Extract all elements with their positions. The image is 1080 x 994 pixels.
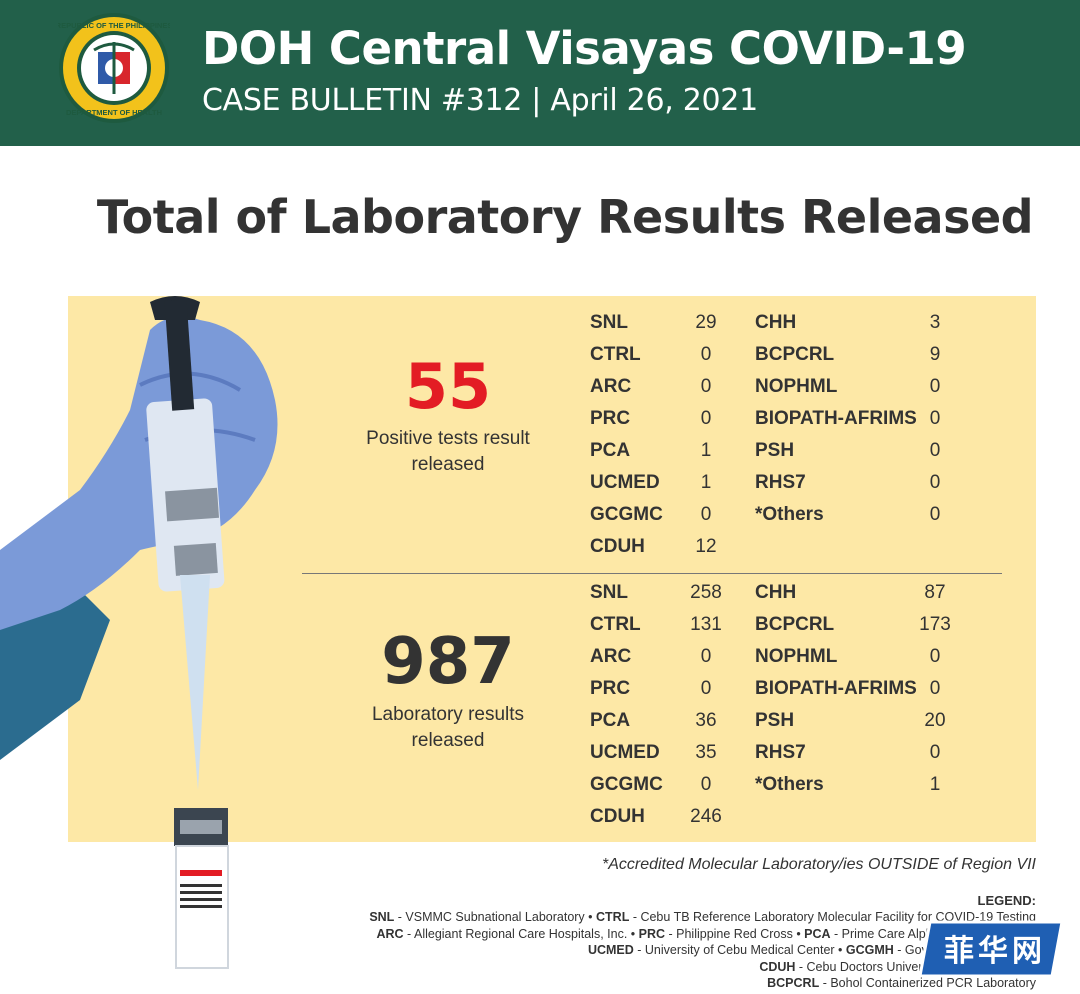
- positive-right-lab-name: RHS7: [755, 472, 806, 493]
- laboratory-right-lab-value: 0: [929, 678, 941, 699]
- laboratory-caption-line2: released: [411, 730, 485, 751]
- positive-left-lab-value: 0: [700, 504, 712, 525]
- laboratory-right-lab-value: 87: [924, 582, 946, 603]
- positive-left-lab-value: 29: [695, 312, 717, 333]
- positive-right-lab-name: NOPHML: [755, 376, 838, 397]
- laboratory-caption-line1: Laboratory results: [371, 704, 525, 725]
- positive-left-lab-name: UCMED: [590, 472, 660, 493]
- glove-shape: [0, 316, 278, 630]
- legend-abbrev: CDUH: [759, 959, 796, 974]
- positive-left-lab-value: 0: [700, 376, 712, 397]
- positive-left-lab-name: CTRL: [590, 344, 641, 365]
- legend-abbrev: GCGMH: [845, 943, 894, 957]
- svg-text:REPUBLIC OF THE PHILIPPINES: REPUBLIC OF THE PHILIPPINES: [58, 21, 170, 30]
- laboratory-right-lab-name: RHS7: [755, 742, 806, 763]
- laboratory-left-lab-name: CDUH: [590, 806, 645, 827]
- positive-right-lab-value: 3: [929, 312, 941, 333]
- laboratory-left-lab-value: 131: [690, 614, 722, 635]
- positive-left-lab-name: GCGMC: [590, 504, 663, 525]
- legend-desc: - Philippine Red Cross •: [665, 926, 805, 941]
- legend-line: SNL - VSMMC Subnational Laboratory • CTR…: [369, 910, 1036, 924]
- laboratory-right-lab-value: 1: [929, 774, 941, 795]
- positive-right-lab-value: 0: [929, 376, 941, 397]
- laboratory-left-lab-name: PRC: [590, 678, 631, 699]
- legend-line: BCPCRL - Bohol Containerized PCR Laborat…: [767, 976, 1036, 990]
- laboratory-right-lab-name: BIOPATH-AFRIMS: [755, 678, 917, 699]
- page-title: Total of Laboratory Results Released: [96, 190, 1034, 244]
- laboratory-total: 987: [381, 625, 515, 699]
- laboratory-right-lab-value: 0: [929, 742, 941, 763]
- positive-right-lab-value: 0: [929, 504, 941, 525]
- legend-desc: - University of Cebu Medical Center •: [633, 943, 846, 957]
- laboratory-left-lab-value: 0: [700, 678, 712, 699]
- laboratory-left-lab-name: PCA: [590, 710, 631, 731]
- laboratory-left-lab-name: ARC: [590, 646, 632, 667]
- positive-left-lab-value: 1: [700, 440, 712, 461]
- laboratory-right-lab-value: 0: [929, 646, 941, 667]
- positive-right-lab-name: *Others: [755, 504, 824, 525]
- legend-abbrev: PRC: [638, 926, 666, 941]
- positive-caption: Positive tests result released: [298, 426, 598, 478]
- legend-abbrev: UCMED: [587, 943, 634, 957]
- svg-text:DEPARTMENT OF HEALTH: DEPARTMENT OF HEALTH: [66, 108, 162, 117]
- laboratory-left-lab-name: SNL: [590, 582, 628, 603]
- positive-left-lab-name: SNL: [590, 312, 628, 333]
- laboratory-right-lab-name: PSH: [755, 710, 795, 731]
- laboratory-right-lab-value: 20: [924, 710, 946, 731]
- legend-abbrev: BCPCRL: [767, 976, 820, 990]
- laboratory-right-lab-name: *Others: [755, 774, 824, 795]
- positive-right-lab-value: 9: [929, 344, 941, 365]
- section-divider: [302, 573, 1002, 574]
- legend-abbrev: ARC: [376, 926, 404, 941]
- laboratory-left-lab-value: 246: [690, 806, 722, 827]
- laboratory-left-lab-value: 36: [695, 710, 717, 731]
- positive-left-lab-value: 0: [700, 344, 712, 365]
- pipette-hand-illustration: [0, 296, 278, 969]
- positive-left-lab-name: ARC: [590, 376, 632, 397]
- laboratory-left-lab-value: 35: [695, 742, 717, 763]
- positive-left-lab-name: CDUH: [590, 536, 645, 557]
- watermark-text: 菲华网: [944, 934, 1046, 969]
- positive-caption-line1: Positive tests result: [366, 428, 530, 449]
- positive-right-lab-value: 0: [929, 440, 941, 461]
- legend-desc: - VSMMC Subnational Laboratory •: [394, 910, 597, 924]
- positive-left-lab-value: 12: [695, 536, 717, 557]
- bulletin-subtitle: CASE BULLETIN #312 | April 26, 2021: [202, 83, 758, 118]
- positive-right-lab-name: BCPCRL: [755, 344, 835, 365]
- legend-title: LEGEND:: [977, 893, 1037, 908]
- positive-left-lab-value: 0: [700, 408, 712, 429]
- positive-right-lab-name: BIOPATH-AFRIMS: [755, 408, 917, 429]
- watermark-badge: [918, 920, 1064, 978]
- positive-right-lab-name: PSH: [755, 440, 795, 461]
- laboratory-right-lab-name: BCPCRL: [755, 614, 835, 635]
- doh-seal-icon: REPUBLIC OF THE PHILIPPINES DEPARTMENT O…: [58, 13, 170, 123]
- positive-right-lab-value: 0: [929, 472, 941, 493]
- laboratory-left-lab-value: 0: [700, 774, 712, 795]
- laboratory-right-lab-name: NOPHML: [755, 646, 838, 667]
- positive-right-lab-value: 0: [929, 408, 941, 429]
- header-bar: REPUBLIC OF THE PHILIPPINES DEPARTMENT O…: [0, 0, 1080, 146]
- laboratory-left-lab-value: 0: [700, 646, 712, 667]
- laboratory-left-lab-name: UCMED: [590, 742, 660, 763]
- laboratory-caption: Laboratory results released: [298, 702, 598, 754]
- laboratory-left-lab-name: CTRL: [590, 614, 641, 635]
- legend-abbrev: SNL: [369, 910, 395, 924]
- positive-left-lab-name: PCA: [590, 440, 631, 461]
- laboratory-left-lab-name: GCGMC: [590, 774, 663, 795]
- laboratory-left-lab-value: 258: [690, 582, 722, 603]
- laboratory-right-lab-name: CHH: [755, 582, 797, 603]
- positive-right-lab-name: CHH: [755, 312, 797, 333]
- positive-caption-line2: released: [411, 454, 485, 475]
- positive-left-lab-value: 1: [700, 472, 712, 493]
- legend-desc: - Bohol Containerized PCR Laboratory: [819, 976, 1036, 990]
- pipette-tip: [180, 575, 210, 790]
- positive-total: 55: [404, 350, 492, 423]
- laboratory-right-lab-value: 173: [919, 614, 951, 635]
- bulletin-title: DOH Central Visayas COVID-19: [202, 22, 967, 75]
- positive-left-lab-name: PRC: [590, 408, 631, 429]
- legend-abbrev: PCA: [804, 926, 831, 941]
- footnote: *Accredited Molecular Laboratory/ies OUT…: [602, 856, 1036, 873]
- legend-desc: - Allegiant Regional Care Hospitals, Inc…: [403, 926, 639, 941]
- legend-abbrev: CTRL: [596, 910, 630, 924]
